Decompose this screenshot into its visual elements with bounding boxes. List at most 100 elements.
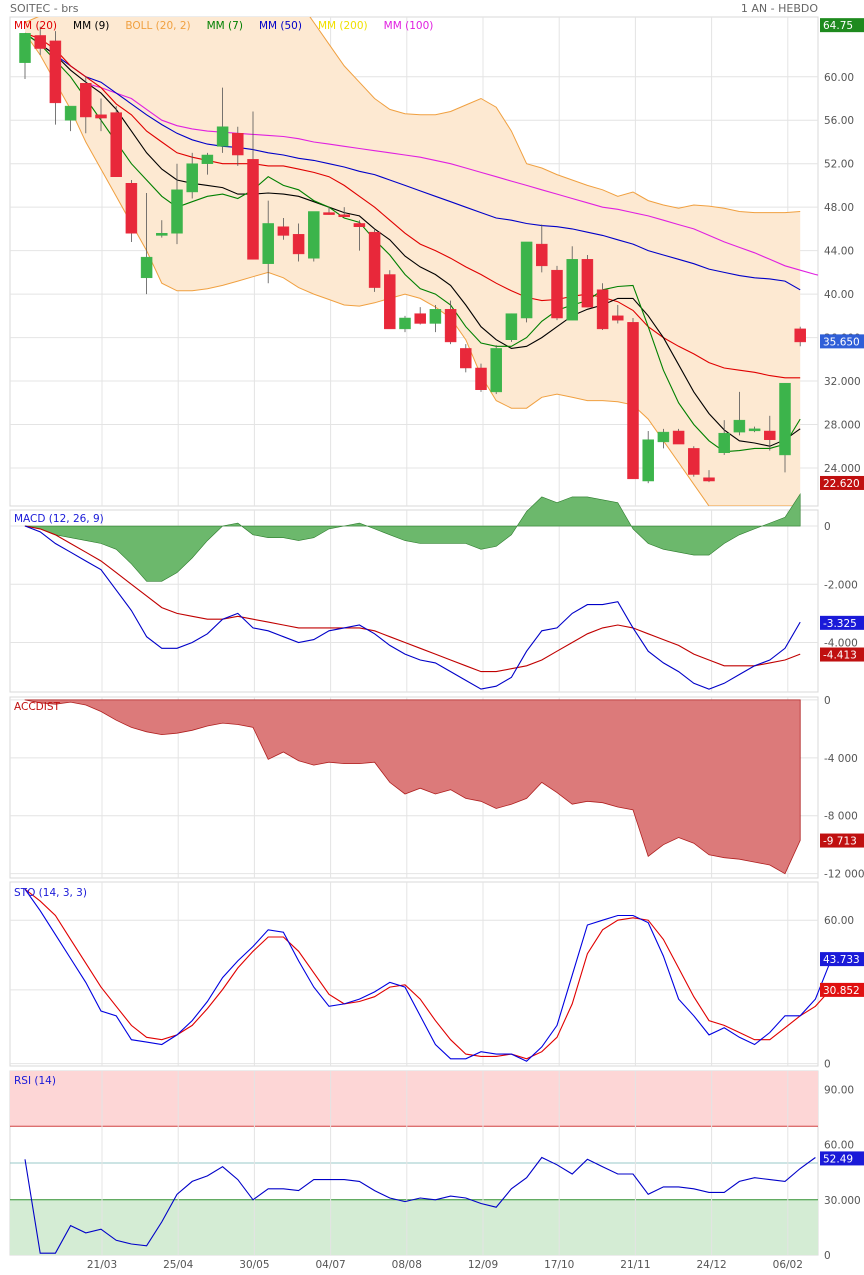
candle-body — [460, 348, 472, 369]
candle-body — [292, 234, 305, 255]
candle-body — [110, 112, 122, 177]
sto-d-line — [24, 888, 832, 1060]
price-panel-frame — [9, 16, 819, 507]
candle-body — [95, 114, 107, 119]
candle-body — [475, 367, 487, 390]
rsi-tick-label: 0 — [824, 1250, 831, 1262]
candle-body — [34, 35, 46, 49]
candle-body — [384, 274, 396, 330]
candle-body — [186, 163, 198, 193]
candle-body — [672, 430, 685, 445]
rsi-tick-label: 60.00 — [824, 1140, 854, 1152]
candle-body — [49, 40, 62, 104]
candle-body — [688, 448, 700, 475]
candle-body — [308, 211, 320, 259]
candle-body — [247, 159, 259, 260]
mm50-line — [24, 32, 801, 291]
candle-body — [140, 256, 153, 279]
price-badge: 22.620 — [823, 478, 860, 490]
bollinger-band — [25, 17, 801, 506]
candle-body — [323, 212, 335, 215]
rsi-tick-label: 30.000 — [824, 1195, 861, 1207]
macd-histogram — [24, 492, 801, 582]
mm20-line — [24, 32, 801, 379]
candle-body — [125, 183, 138, 234]
macd-title: MACD (12, 26, 9) — [14, 513, 104, 525]
candle-body — [779, 382, 791, 456]
sto-badge: 30.852 — [823, 985, 860, 997]
price-tick-label: 44.00 — [824, 246, 854, 258]
accdist-tick-label: -4 000 — [824, 753, 858, 765]
x-tick-label: 25/04 — [163, 1259, 194, 1271]
macd-badge-bg — [820, 647, 864, 662]
price-tick-label: 24.000 — [824, 463, 861, 475]
candle-body — [642, 439, 654, 482]
macd-signal-line — [24, 525, 801, 673]
price-badge-bg — [820, 475, 864, 490]
candle-body — [262, 223, 274, 264]
accdist-badge-bg — [820, 833, 864, 848]
sto-tick-label: 0 — [824, 1059, 831, 1071]
x-tick-label: 17/10 — [544, 1259, 574, 1271]
accdist-tick-label: -8 000 — [824, 811, 858, 823]
macd-badge: -3.325 — [823, 618, 857, 630]
x-tick-label: 21/03 — [87, 1259, 117, 1271]
candle-body — [596, 289, 609, 330]
price-plot — [19, 17, 818, 506]
rsi-badge: 52.49 — [823, 1153, 853, 1165]
candle-body — [277, 226, 290, 236]
legend-item: MM (100) — [384, 20, 434, 32]
candle-body — [19, 33, 31, 63]
price-tick-label: 48.00 — [824, 202, 854, 214]
sto-panel-frame — [9, 881, 819, 1067]
bollinger-lower-line — [24, 33, 801, 506]
candle-body — [612, 315, 624, 321]
candle-body — [338, 214, 350, 218]
candle-body — [216, 126, 229, 147]
candle-body — [232, 133, 244, 156]
candle-body — [80, 83, 92, 118]
price-tick-label: 60.00 — [824, 72, 854, 84]
macd-tick-label: 0 — [824, 521, 831, 533]
macd-line — [24, 525, 801, 690]
candle-body — [156, 232, 168, 236]
candle-body — [627, 322, 639, 480]
price-tick-label: 40.00 — [824, 289, 854, 301]
legend-item: MM (7) — [207, 20, 243, 32]
candle-body — [551, 269, 563, 319]
price-badge: 35.650 — [823, 336, 860, 348]
candle-body — [399, 317, 411, 330]
accdist-tick-label: -12 000 — [824, 869, 864, 881]
candle-body — [733, 419, 746, 433]
candle-body — [536, 243, 548, 267]
candle-body — [353, 223, 366, 227]
sto-badge-bg — [820, 982, 864, 997]
accdist-tick-label: 0 — [824, 695, 831, 707]
symbol-title: SOITEC - brs — [10, 2, 79, 15]
period-label: 1 AN - HEBDO — [740, 2, 818, 15]
candle-body — [794, 328, 806, 343]
accdist-panel-frame — [9, 696, 819, 879]
price-badge-bg — [820, 18, 864, 33]
accdist-badge: -9 713 — [823, 836, 857, 848]
candle-body — [429, 309, 442, 324]
accdist-title: ACCDIST — [14, 701, 61, 713]
candle-body — [368, 231, 381, 288]
macd-tick-label: -2.000 — [824, 579, 858, 591]
candle-body — [764, 430, 776, 440]
candle-body — [490, 348, 502, 393]
macd-tick-label: -4.000 — [824, 637, 858, 649]
legend-item: MM (9) — [73, 20, 109, 32]
sto-title: STO (14, 3, 3) — [14, 887, 87, 899]
x-tick-label: 24/12 — [696, 1259, 726, 1271]
price-badge: 64.75 — [823, 20, 853, 32]
candle-body — [718, 432, 730, 454]
rsi-line — [24, 1156, 816, 1254]
candle-body — [171, 189, 183, 234]
candle-body — [657, 431, 670, 443]
sto-k-line — [24, 888, 832, 1062]
macd-badge: -4.413 — [823, 650, 857, 662]
x-tick-label: 21/11 — [620, 1259, 650, 1271]
